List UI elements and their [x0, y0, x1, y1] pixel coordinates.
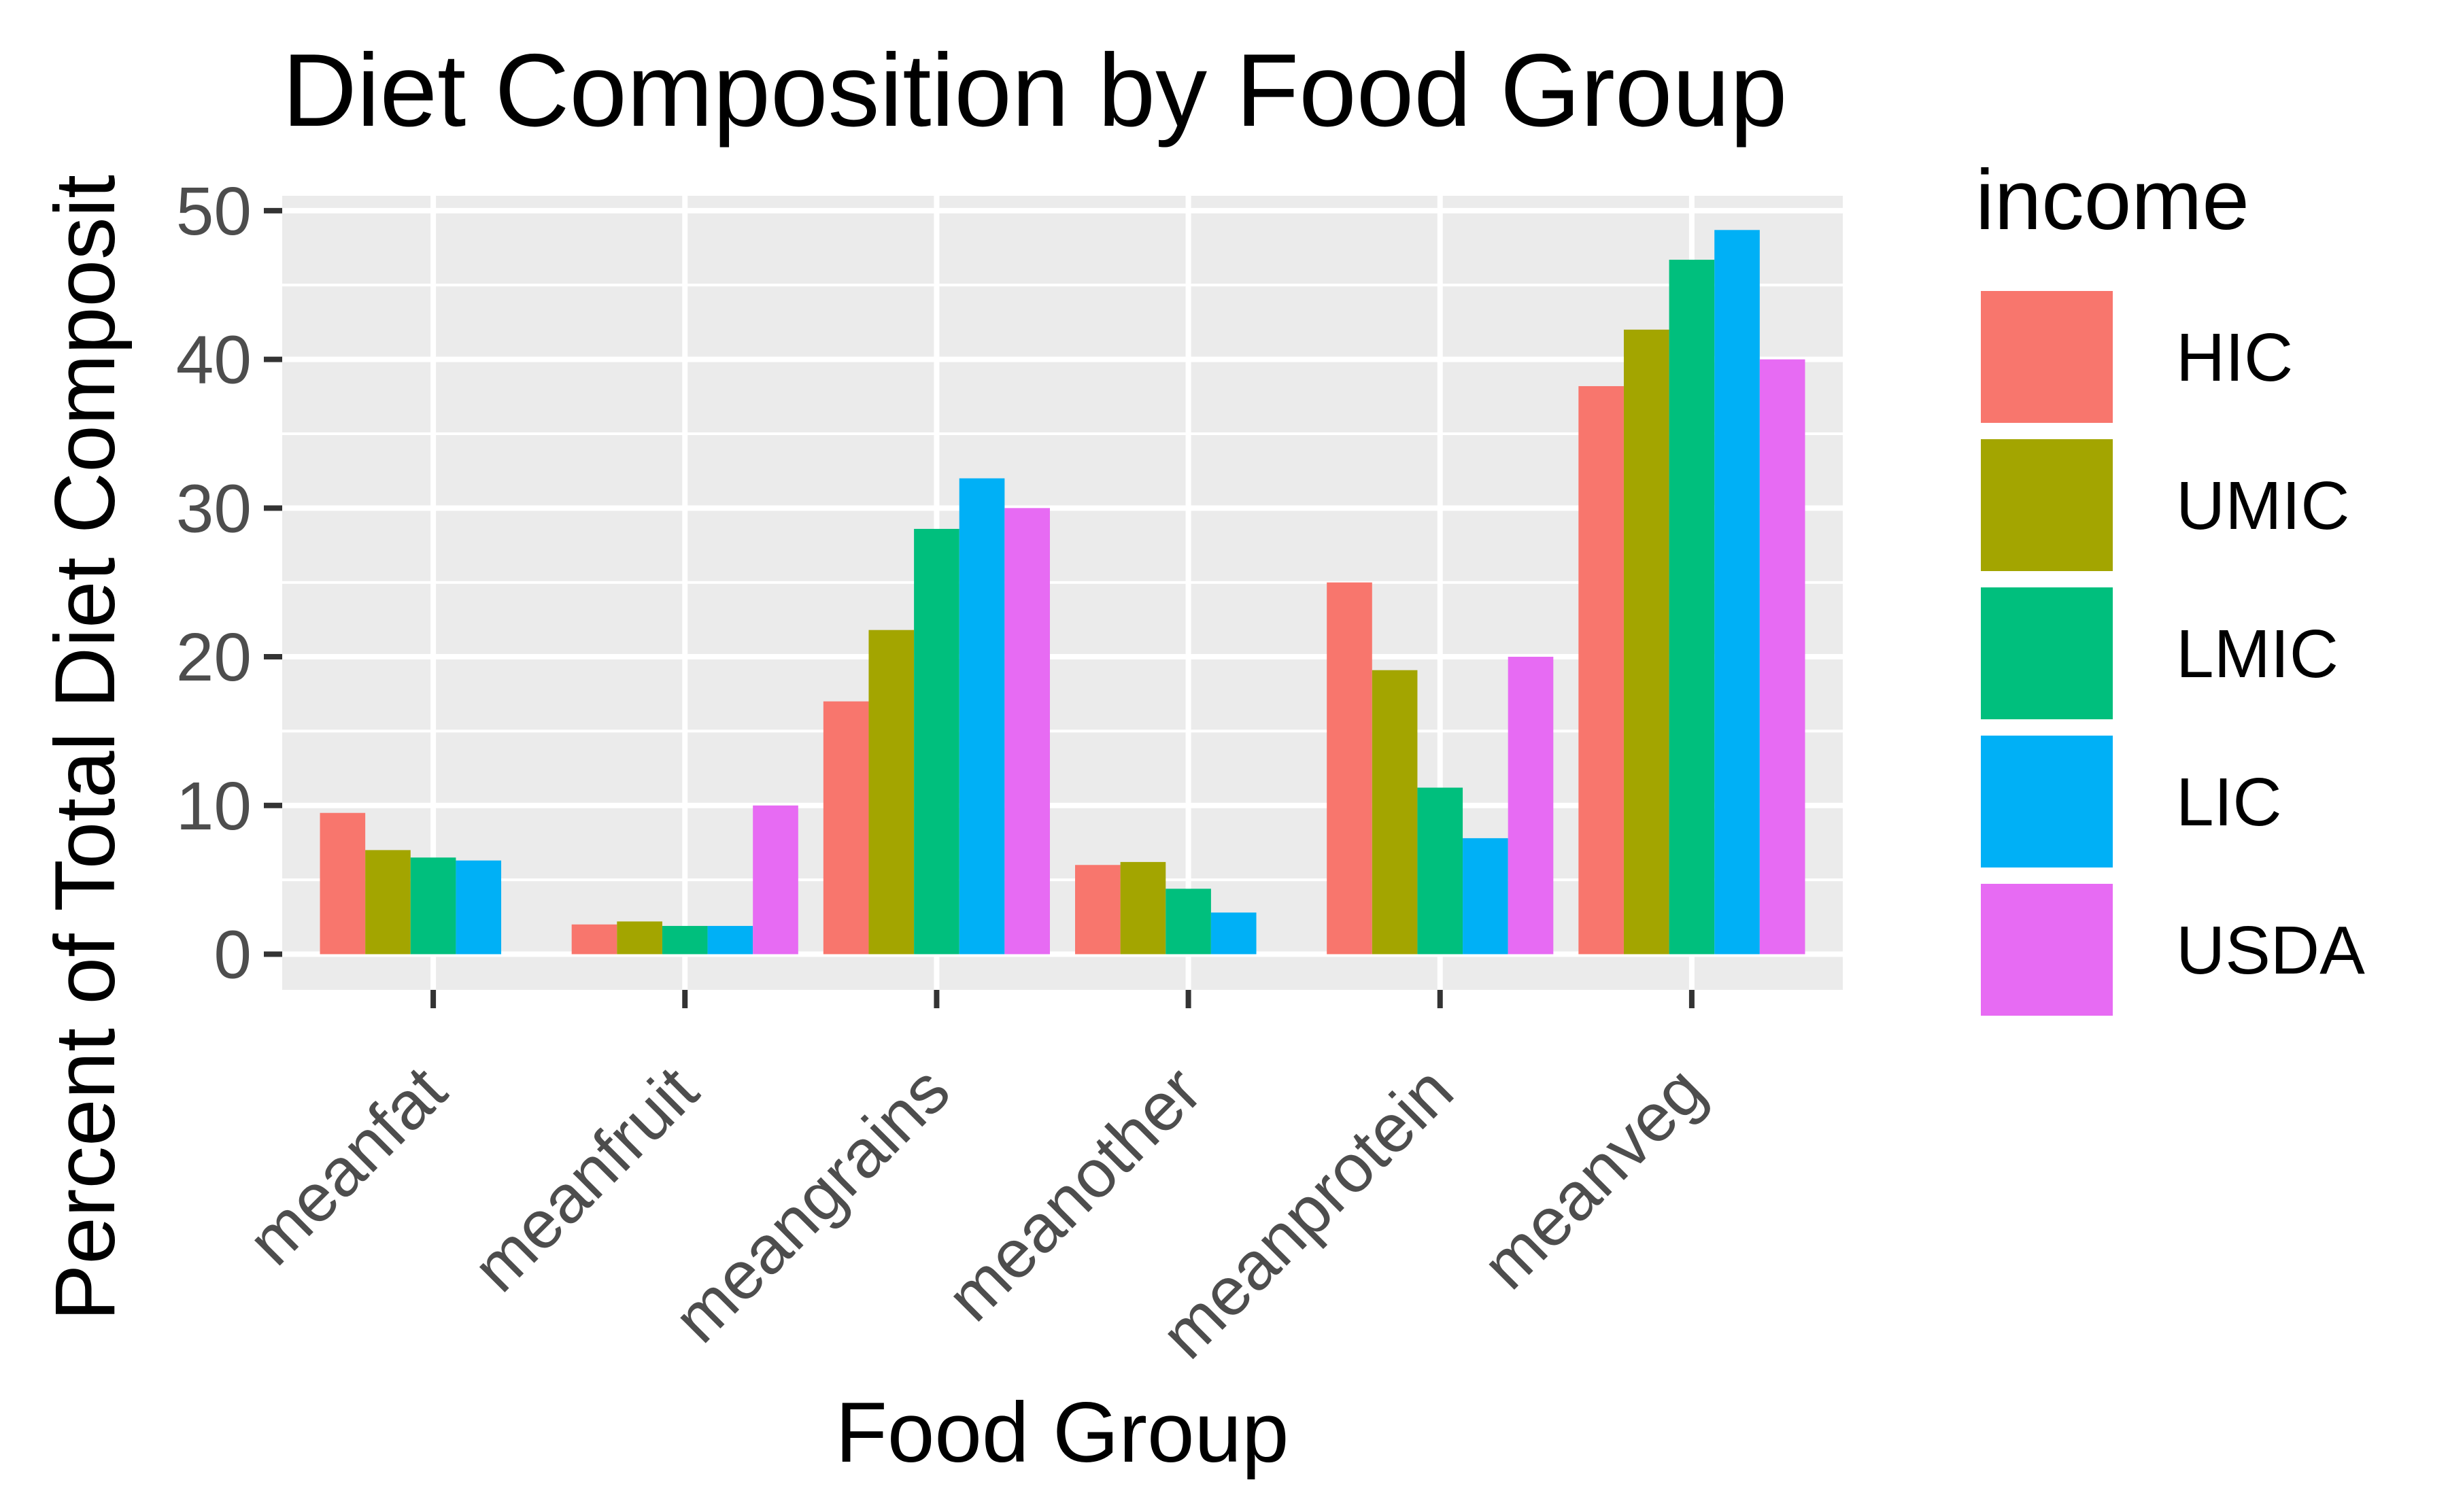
bar-meanfat-hic	[320, 812, 366, 955]
x-axis: meanfatmeanfruitmeangrainsmeanothermeanp…	[233, 990, 1719, 1373]
legend: HIC UMIC LMIC LIC USDA	[1977, 287, 2365, 1020]
bar-meanfruit-lic	[707, 925, 753, 955]
legend-label-lic: LIC	[2176, 764, 2282, 840]
bar-meangrains-hic	[823, 701, 869, 955]
bar-meangrains-lic	[959, 478, 1005, 955]
y-axis-title: Percent of Total Diet Composit	[38, 175, 133, 1321]
y-axis: 0 10 20 30 40 50	[176, 173, 282, 993]
bar-meanveg-hic	[1578, 385, 1624, 955]
legend-label-hic: HIC	[2176, 320, 2293, 396]
y-tick-label: 10	[176, 768, 252, 844]
legend-label-umic: UMIC	[2176, 468, 2350, 544]
bar-meanother-umic	[1120, 861, 1166, 955]
legend-title: income	[1975, 153, 2249, 247]
legend-label-usda: USDA	[2176, 912, 2365, 989]
y-tick-label: 40	[176, 322, 252, 398]
x-tick-label: meanfruit	[458, 1052, 713, 1306]
bar-meanveg-usda	[1759, 359, 1805, 955]
x-tick-label: meangrains	[659, 1052, 964, 1357]
y-tick-label: 50	[176, 173, 252, 250]
bar-meangrains-usda	[1004, 508, 1050, 955]
legend-key-lmic	[1977, 583, 2117, 723]
bar-meanother-hic	[1075, 865, 1121, 955]
x-tick-label: meanveg	[1467, 1052, 1719, 1303]
bar-meanfruit-lmic	[662, 925, 708, 955]
legend-key-usda	[1977, 880, 2117, 1020]
y-tick-label: 20	[176, 619, 252, 695]
bar-meanprotein-lic	[1463, 838, 1508, 955]
y-tick-label: 30	[176, 470, 252, 547]
bar-meanveg-lmic	[1669, 260, 1715, 955]
bar-meanprotein-lmic	[1417, 787, 1463, 955]
bar-meanfruit-umic	[617, 921, 662, 955]
y-tick-label: 0	[214, 917, 252, 993]
bar-meanprotein-hic	[1327, 582, 1372, 955]
legend-key-umic	[1977, 435, 2117, 575]
legend-key-lic	[1977, 732, 2117, 872]
legend-key-hic	[1977, 287, 2117, 427]
x-tick-label: meanfat	[233, 1052, 461, 1279]
bar-meanfat-lmic	[410, 857, 456, 955]
bar-meanother-lic	[1210, 912, 1257, 955]
x-axis-title: Food Group	[835, 1386, 1289, 1480]
legend-label-lmic: LMIC	[2176, 616, 2339, 692]
bars	[320, 230, 1805, 955]
chart-title: Diet Composition by Food Group	[282, 33, 1788, 148]
bar-meangrains-umic	[868, 630, 915, 955]
bar-meanprotein-usda	[1508, 657, 1554, 955]
bar-meanveg-lic	[1714, 230, 1760, 955]
bar-meangrains-lmic	[914, 528, 959, 955]
bar-meanveg-umic	[1623, 329, 1669, 955]
bar-meanfruit-hic	[571, 924, 617, 955]
bar-meanfruit-usda	[753, 805, 798, 955]
bar-meanprotein-umic	[1372, 670, 1418, 955]
bar-meanfat-umic	[365, 850, 411, 955]
bar-meanfat-lic	[456, 860, 502, 955]
bar-meanother-lmic	[1166, 889, 1211, 955]
